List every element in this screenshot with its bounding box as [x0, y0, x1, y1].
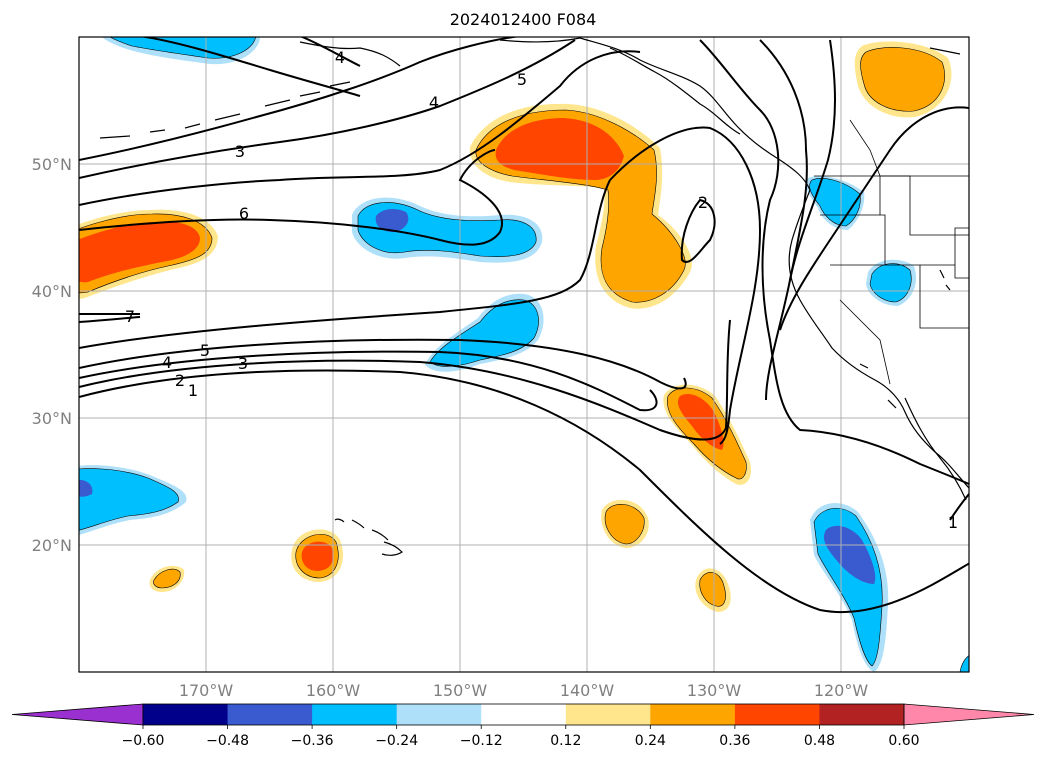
longitude-labels: 170°W 160°W 150°W 140°W 130°W 120°W	[179, 681, 869, 700]
gridlines	[79, 37, 969, 672]
colorbar-tick-label: 0.36	[719, 733, 750, 749]
contour-label: 5	[517, 70, 527, 89]
contour-label: 3	[235, 142, 245, 161]
colorbar-tick-label: −0.12	[460, 733, 503, 749]
contour-label: 2	[698, 193, 708, 212]
lat-label: 30°N	[32, 409, 72, 428]
colorbar-segment	[650, 704, 736, 725]
lon-label: 150°W	[433, 681, 488, 700]
lat-label: 50°N	[32, 155, 72, 174]
contour-label: 4	[429, 93, 439, 112]
contour-label: 2	[175, 371, 185, 390]
contour-label: 4	[335, 48, 345, 67]
colorbar-segment	[734, 704, 820, 725]
colorbar-segment	[143, 704, 229, 725]
colorbar-segment	[819, 704, 905, 725]
colorbar-left-arrow	[11, 703, 144, 726]
lon-label: 160°W	[306, 681, 361, 700]
lon-label: 170°W	[179, 681, 234, 700]
lon-label: 130°W	[687, 681, 742, 700]
colorbar-segment	[312, 704, 398, 725]
colorbar-tick-label: 0.12	[550, 733, 581, 749]
lat-label: 40°N	[32, 282, 72, 301]
colorbar-outline	[142, 703, 905, 726]
lon-label: 120°W	[814, 681, 869, 700]
contour-label: 7	[125, 307, 135, 326]
lat-label: 20°N	[32, 536, 72, 555]
colorbar-segment	[481, 704, 567, 725]
colorbar-segment	[565, 704, 651, 725]
map-frame	[78, 36, 970, 673]
figure-title: 2024012400 F084	[450, 10, 597, 29]
colorbar-tick-label: −0.60	[122, 733, 165, 749]
colorbar-segment	[396, 704, 482, 725]
map-panel: 4 5 4 3 6 2 7 5 4 3 2 1 1	[78, 36, 970, 673]
contour-lines	[79, 37, 969, 614]
contour-label: 6	[239, 204, 249, 223]
colorbar-tick-label: 0.48	[804, 733, 835, 749]
colorbar-tick-label: 0.24	[635, 733, 666, 749]
colorbar-segment	[227, 704, 313, 725]
colorbar-tick-label: −0.24	[375, 733, 418, 749]
colorbar-tick-label: −0.48	[206, 733, 249, 749]
colorbar: −0.60 −0.48 −0.36 −0.24 −0.12 0.12 0.24 0.36 0.4…	[11, 703, 1035, 749]
lon-label: 140°W	[560, 681, 615, 700]
contour-label: 1	[948, 513, 958, 532]
contour-label: 3	[238, 354, 248, 373]
political-borders	[814, 119, 969, 385]
colorbar-tick-label: 0.60	[888, 733, 919, 749]
contour-label: 1	[188, 381, 198, 400]
latitude-labels: 50°N 40°N 30°N 20°N	[32, 155, 72, 555]
contour-label: 5	[200, 341, 210, 360]
contour-label: 4	[162, 353, 172, 372]
colorbar-tick-label: −0.36	[291, 733, 334, 749]
colorbar-right-arrow	[903, 703, 1035, 726]
contour-labels: 4 5 4 3 6 2 7 5 4 3 2 1 1	[125, 48, 958, 532]
